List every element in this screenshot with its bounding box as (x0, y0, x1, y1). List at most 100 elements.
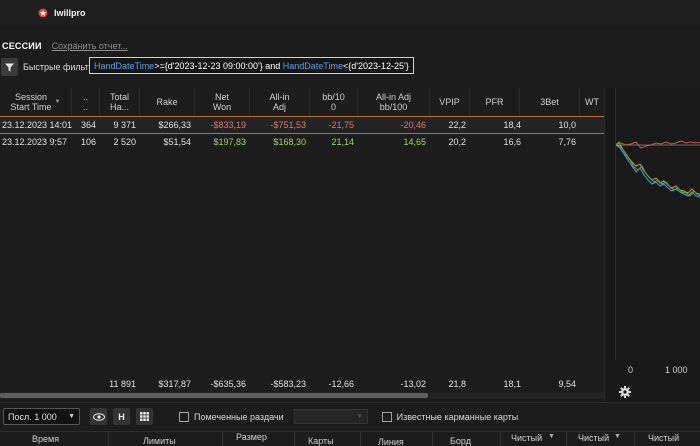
total-3bet: 9,54 (558, 379, 576, 389)
col-allin-adj-bb100[interactable]: All-in Adj bb/100 (358, 88, 430, 116)
cell-pfr: 16,6 (503, 137, 521, 147)
column-divider (432, 432, 433, 446)
cell-allin-adj-bb100: -20,46 (400, 120, 426, 130)
graph-x-tick: 1 000 (665, 365, 688, 375)
cell-rake: $266,33 (158, 120, 191, 130)
cell-net-won: -$833,19 (210, 120, 246, 130)
checkbox-box[interactable] (381, 411, 392, 422)
filter-field-1: HandDateTime (94, 60, 155, 71)
title-bar: Iwillpro (0, 0, 700, 26)
total-pfr: 18,1 (503, 379, 521, 389)
filter-op-1: >= (154, 60, 165, 71)
cell-hands: 2 520 (113, 137, 136, 147)
graph-svg (615, 140, 700, 198)
col-size[interactable]: Размер (236, 432, 267, 442)
col-time[interactable]: Время (32, 434, 60, 444)
graph-series-green (615, 141, 700, 197)
cell-count: 364 (80, 120, 96, 130)
marked-hands-dropdown: ▼ (293, 409, 368, 424)
cell-pfr: 18,4 (503, 120, 521, 130)
grid-icon (140, 412, 149, 421)
col-3bet[interactable]: 3Bet (520, 88, 580, 116)
sort-desc-icon: ▼ (548, 433, 555, 440)
hands-count-select[interactable]: Посл. 1 000 ▼ (3, 408, 80, 425)
table-row[interactable]: 23.12.2023 9:57 106 2 520 $51,54 $197,83… (0, 134, 604, 152)
col-count[interactable]: .... (72, 88, 100, 116)
col-board[interactable]: Борд (450, 436, 471, 446)
total-rake: $317,87 (158, 379, 191, 389)
eye-button[interactable] (90, 408, 107, 425)
graph-x-tick: 0 (628, 365, 634, 375)
cell-3bet: 10,0 (558, 120, 576, 130)
column-divider (566, 432, 567, 446)
cell-bb100: 21,14 (331, 137, 354, 147)
hud-h-button[interactable]: H (113, 408, 130, 425)
chevron-down-icon: ▼ (68, 413, 75, 420)
column-divider (222, 432, 223, 446)
column-divider (500, 432, 501, 446)
filter-value-2: {d'2023-12-25'} (348, 60, 409, 71)
col-vpip[interactable]: VPIP (430, 88, 470, 116)
grid-view-button[interactable] (136, 408, 153, 425)
known-cards-label: Известные карманные карты (396, 411, 519, 422)
hands-count-value: Посл. 1 000 (8, 411, 57, 422)
cell-3bet: 7,76 (558, 137, 576, 147)
section-title: СЕССИИ (2, 41, 42, 51)
cell-allin-adj: -$751,53 (270, 120, 306, 130)
col-net-3[interactable]: Чистый (648, 433, 680, 443)
graph-series-red (615, 140, 700, 149)
col-line[interactable]: Линия (378, 437, 404, 446)
sort-desc-icon: ▼ (614, 433, 621, 440)
col-bb100[interactable]: bb/10 0 (310, 88, 358, 116)
quick-filter-row: Быстрые фильт (0, 56, 700, 78)
col-cards[interactable]: Карты (308, 436, 334, 446)
cell-bb100: -21,75 (328, 120, 354, 130)
total-vpip: 21,8 (448, 379, 466, 389)
graph-panel: 0 1 000 (604, 88, 700, 402)
col-net-2[interactable]: Чистый (578, 433, 610, 443)
sort-desc-icon: ▼ (54, 99, 61, 105)
quick-filter-label: Быстрые фильт (23, 62, 89, 72)
cell-net-won: $197,83 (213, 137, 246, 147)
marked-hands-label: Помеченные раздачи (194, 411, 284, 422)
col-allin-adj[interactable]: All-in Adj (250, 88, 310, 116)
graph-series-blue (615, 144, 700, 198)
section-header: СЕССИИ Сохранить отчет... (0, 38, 128, 54)
checkbox-box[interactable] (179, 411, 189, 422)
total-allin-adj: -$583,23 (270, 379, 306, 389)
column-divider (360, 432, 361, 446)
save-report-link[interactable]: Сохранить отчет... (51, 41, 128, 51)
total-allin-adj-bb100: -13,02 (400, 379, 426, 389)
col-net-1[interactable]: Чистый (511, 433, 543, 443)
col-total-hands[interactable]: Total Ha... (100, 88, 140, 116)
marked-hands-checkbox[interactable]: Помеченные раздачи (179, 411, 284, 422)
sessions-table: Session Start Time ▼ .... Total Ha... Rake… (0, 88, 604, 376)
col-rake[interactable]: Rake (140, 88, 195, 116)
col-limits[interactable]: Лимиты (143, 436, 176, 446)
table-header: Session Start Time ▼ .... Total Ha... Rake… (0, 88, 604, 116)
hud-h-label: H (118, 411, 125, 422)
filter-expression-tooltip: HandDateTime >= {d'2023-12-23 09:00:00'} a… (89, 57, 414, 74)
gear-icon[interactable] (619, 386, 631, 398)
col-session-start-time[interactable]: Session Start Time ▼ (0, 88, 72, 116)
table-row[interactable]: 23.12.2023 14:01 364 9 371 $266,33 -$833… (0, 116, 604, 134)
col-pfr[interactable]: PFR (470, 88, 520, 116)
col-net-won[interactable]: Net Won (195, 88, 250, 116)
hands-list-header: Время Лимиты Размер Карты Линия Борд Чис… (0, 431, 700, 446)
cell-allin-adj-bb100: 14,65 (403, 137, 426, 147)
column-divider (294, 432, 295, 446)
chevron-down-icon: ▼ (356, 413, 363, 420)
known-cards-checkbox[interactable]: Известные карманные карты (381, 411, 519, 422)
scrollbar-thumb[interactable] (0, 393, 428, 398)
cell-start: 23.12.2023 9:57 (2, 137, 68, 147)
table-horizontal-scrollbar[interactable] (0, 392, 604, 399)
filter-value-1: {d'2023-12-23 09:00:00'} (164, 60, 263, 71)
cell-rake: $51,54 (163, 137, 191, 147)
app-logo-icon (38, 8, 48, 18)
column-divider (108, 432, 109, 446)
col-wt[interactable]: WT (585, 97, 599, 107)
hands-toolbar: Посл. 1 000 ▼ H Помеченные раздачи ▼ Изв… (0, 402, 700, 430)
cell-count: 106 (80, 137, 96, 147)
filter-button[interactable] (1, 58, 18, 76)
totals-row: 11 891 $317,87 -$635,36 -$583,23 -12,66 … (0, 376, 604, 390)
